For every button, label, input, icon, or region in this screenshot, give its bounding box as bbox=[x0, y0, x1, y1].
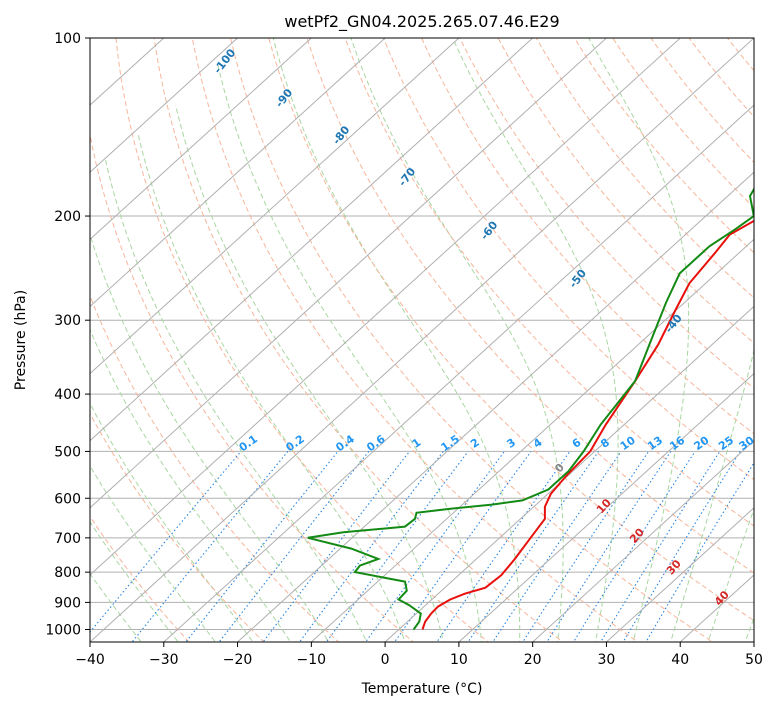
dry-adiabat-line bbox=[268, 38, 754, 622]
isotherm-line bbox=[310, 238, 754, 642]
y-tick-label: 200 bbox=[54, 209, 81, 225]
chart-title: wetPf2_GN04.2025.265.07.46.E29 bbox=[284, 12, 559, 32]
y-tick-label: 1000 bbox=[45, 622, 81, 638]
x-tick-label: 10 bbox=[450, 652, 468, 668]
mixing-ratio-line bbox=[645, 461, 754, 642]
mixing-ratio-line bbox=[185, 451, 339, 642]
x-tick-label: 50 bbox=[745, 652, 763, 668]
x-axis-title: Temperature (°C) bbox=[361, 681, 483, 697]
moist-adiabat-lines bbox=[90, 38, 754, 642]
dry-adiabat-line bbox=[90, 412, 265, 642]
y-axis-ticks: 1000 900 800 700 600 500 400 300 200 100 bbox=[45, 31, 90, 638]
isotherm-line bbox=[90, 38, 239, 173]
x-tick-label: −10 bbox=[297, 652, 327, 668]
dry-adiabat-line bbox=[115, 38, 489, 642]
x-tick-label: 20 bbox=[524, 652, 542, 668]
isotherm-line bbox=[90, 38, 386, 308]
moist-adiabat-line bbox=[104, 158, 368, 642]
moist-adiabat-line bbox=[670, 348, 754, 642]
y-tick-label: 300 bbox=[54, 313, 81, 329]
dry-adiabat-line bbox=[230, 38, 714, 642]
mixing-ratio-label: 30 bbox=[737, 433, 757, 453]
mixing-ratio-line bbox=[546, 451, 672, 642]
isotherm-line bbox=[90, 38, 313, 241]
y-tick-label: 700 bbox=[54, 531, 81, 547]
y-tick-label: 600 bbox=[54, 491, 81, 507]
dry-adiabat-line bbox=[90, 515, 190, 642]
y-tick-label: 900 bbox=[54, 595, 81, 611]
plot-frame bbox=[89, 37, 755, 643]
mixing-ratio-line bbox=[262, 451, 410, 642]
mixing-ratio-line bbox=[492, 451, 622, 642]
x-axis-ticks: −40 −30 −20 −10 0 10 20 30 40 50 bbox=[75, 642, 763, 668]
mixing-ratio-line bbox=[218, 451, 370, 642]
skewed-isotherms bbox=[90, 38, 754, 642]
temperature-profile-line bbox=[421, 219, 754, 630]
dry-adiabat-line bbox=[421, 38, 754, 435]
isotherm-line bbox=[90, 38, 460, 375]
mixing-ratio-line bbox=[393, 451, 532, 642]
dry-adiabat-line bbox=[459, 38, 754, 389]
dry-adiabat-line bbox=[153, 38, 564, 642]
x-tick-label: 30 bbox=[598, 652, 616, 668]
moist-adiabat-line bbox=[175, 105, 444, 642]
dewpoint-profile-line bbox=[307, 187, 754, 631]
plot-area: -100-90-80-70-60-50-40-30-20-100.10.20.4… bbox=[90, 38, 757, 642]
x-tick-label: −30 bbox=[149, 652, 179, 668]
x-tick-label: 40 bbox=[671, 652, 689, 668]
x-tick-label: −20 bbox=[223, 652, 253, 668]
moist-adiabat-line bbox=[90, 572, 142, 642]
mixing-ratio-lines bbox=[90, 451, 754, 642]
isotherm-line bbox=[531, 439, 754, 642]
isotherm-line bbox=[163, 104, 754, 642]
moist-adiabat-line bbox=[90, 328, 292, 642]
isotherm-line bbox=[605, 507, 754, 642]
moist-adiabat-line bbox=[272, 38, 521, 642]
isotherm-line bbox=[90, 38, 681, 576]
isotherm-line bbox=[384, 305, 754, 642]
moist-adiabat-line bbox=[90, 233, 330, 642]
mixing-ratio-line bbox=[364, 451, 505, 642]
x-tick-label: 0 bbox=[381, 652, 390, 668]
y-tick-label: 400 bbox=[54, 387, 81, 403]
isotherm-line bbox=[90, 38, 754, 642]
y-tick-label: 500 bbox=[54, 444, 81, 460]
dry-adiabat-line bbox=[382, 38, 754, 481]
moist-adiabat-line bbox=[350, 38, 564, 642]
dry-adiabat-line bbox=[191, 38, 639, 642]
moist-adiabat-line bbox=[216, 62, 483, 642]
y-tick-label: 100 bbox=[54, 31, 81, 47]
sounding-series bbox=[307, 187, 754, 631]
moist-adiabat-line bbox=[452, 38, 619, 642]
isotherm-line bbox=[90, 38, 608, 509]
moist-adiabat-line bbox=[90, 464, 217, 642]
x-tick-label: −40 bbox=[75, 652, 105, 668]
y-axis-title: Pressure (hPa) bbox=[13, 290, 29, 390]
isotherm-line bbox=[90, 38, 534, 442]
dry-adiabat-line bbox=[535, 38, 754, 299]
y-tick-label: 800 bbox=[54, 565, 81, 581]
dry-adiabat-line bbox=[306, 38, 754, 574]
moist-adiabat-line bbox=[90, 402, 254, 642]
isobar-gridlines bbox=[90, 38, 754, 630]
mixing-ratio-line bbox=[436, 451, 571, 642]
isotherm-line bbox=[458, 372, 754, 642]
mixing-ratio-line bbox=[522, 451, 650, 642]
dry-adiabat-line bbox=[90, 294, 340, 642]
moist-adiabat-line bbox=[90, 521, 179, 642]
dry-adiabat-line bbox=[344, 38, 754, 527]
dry-adiabat-lines bbox=[90, 38, 754, 642]
dry-adiabat-line bbox=[612, 38, 754, 209]
moist-adiabat-line bbox=[137, 133, 406, 642]
